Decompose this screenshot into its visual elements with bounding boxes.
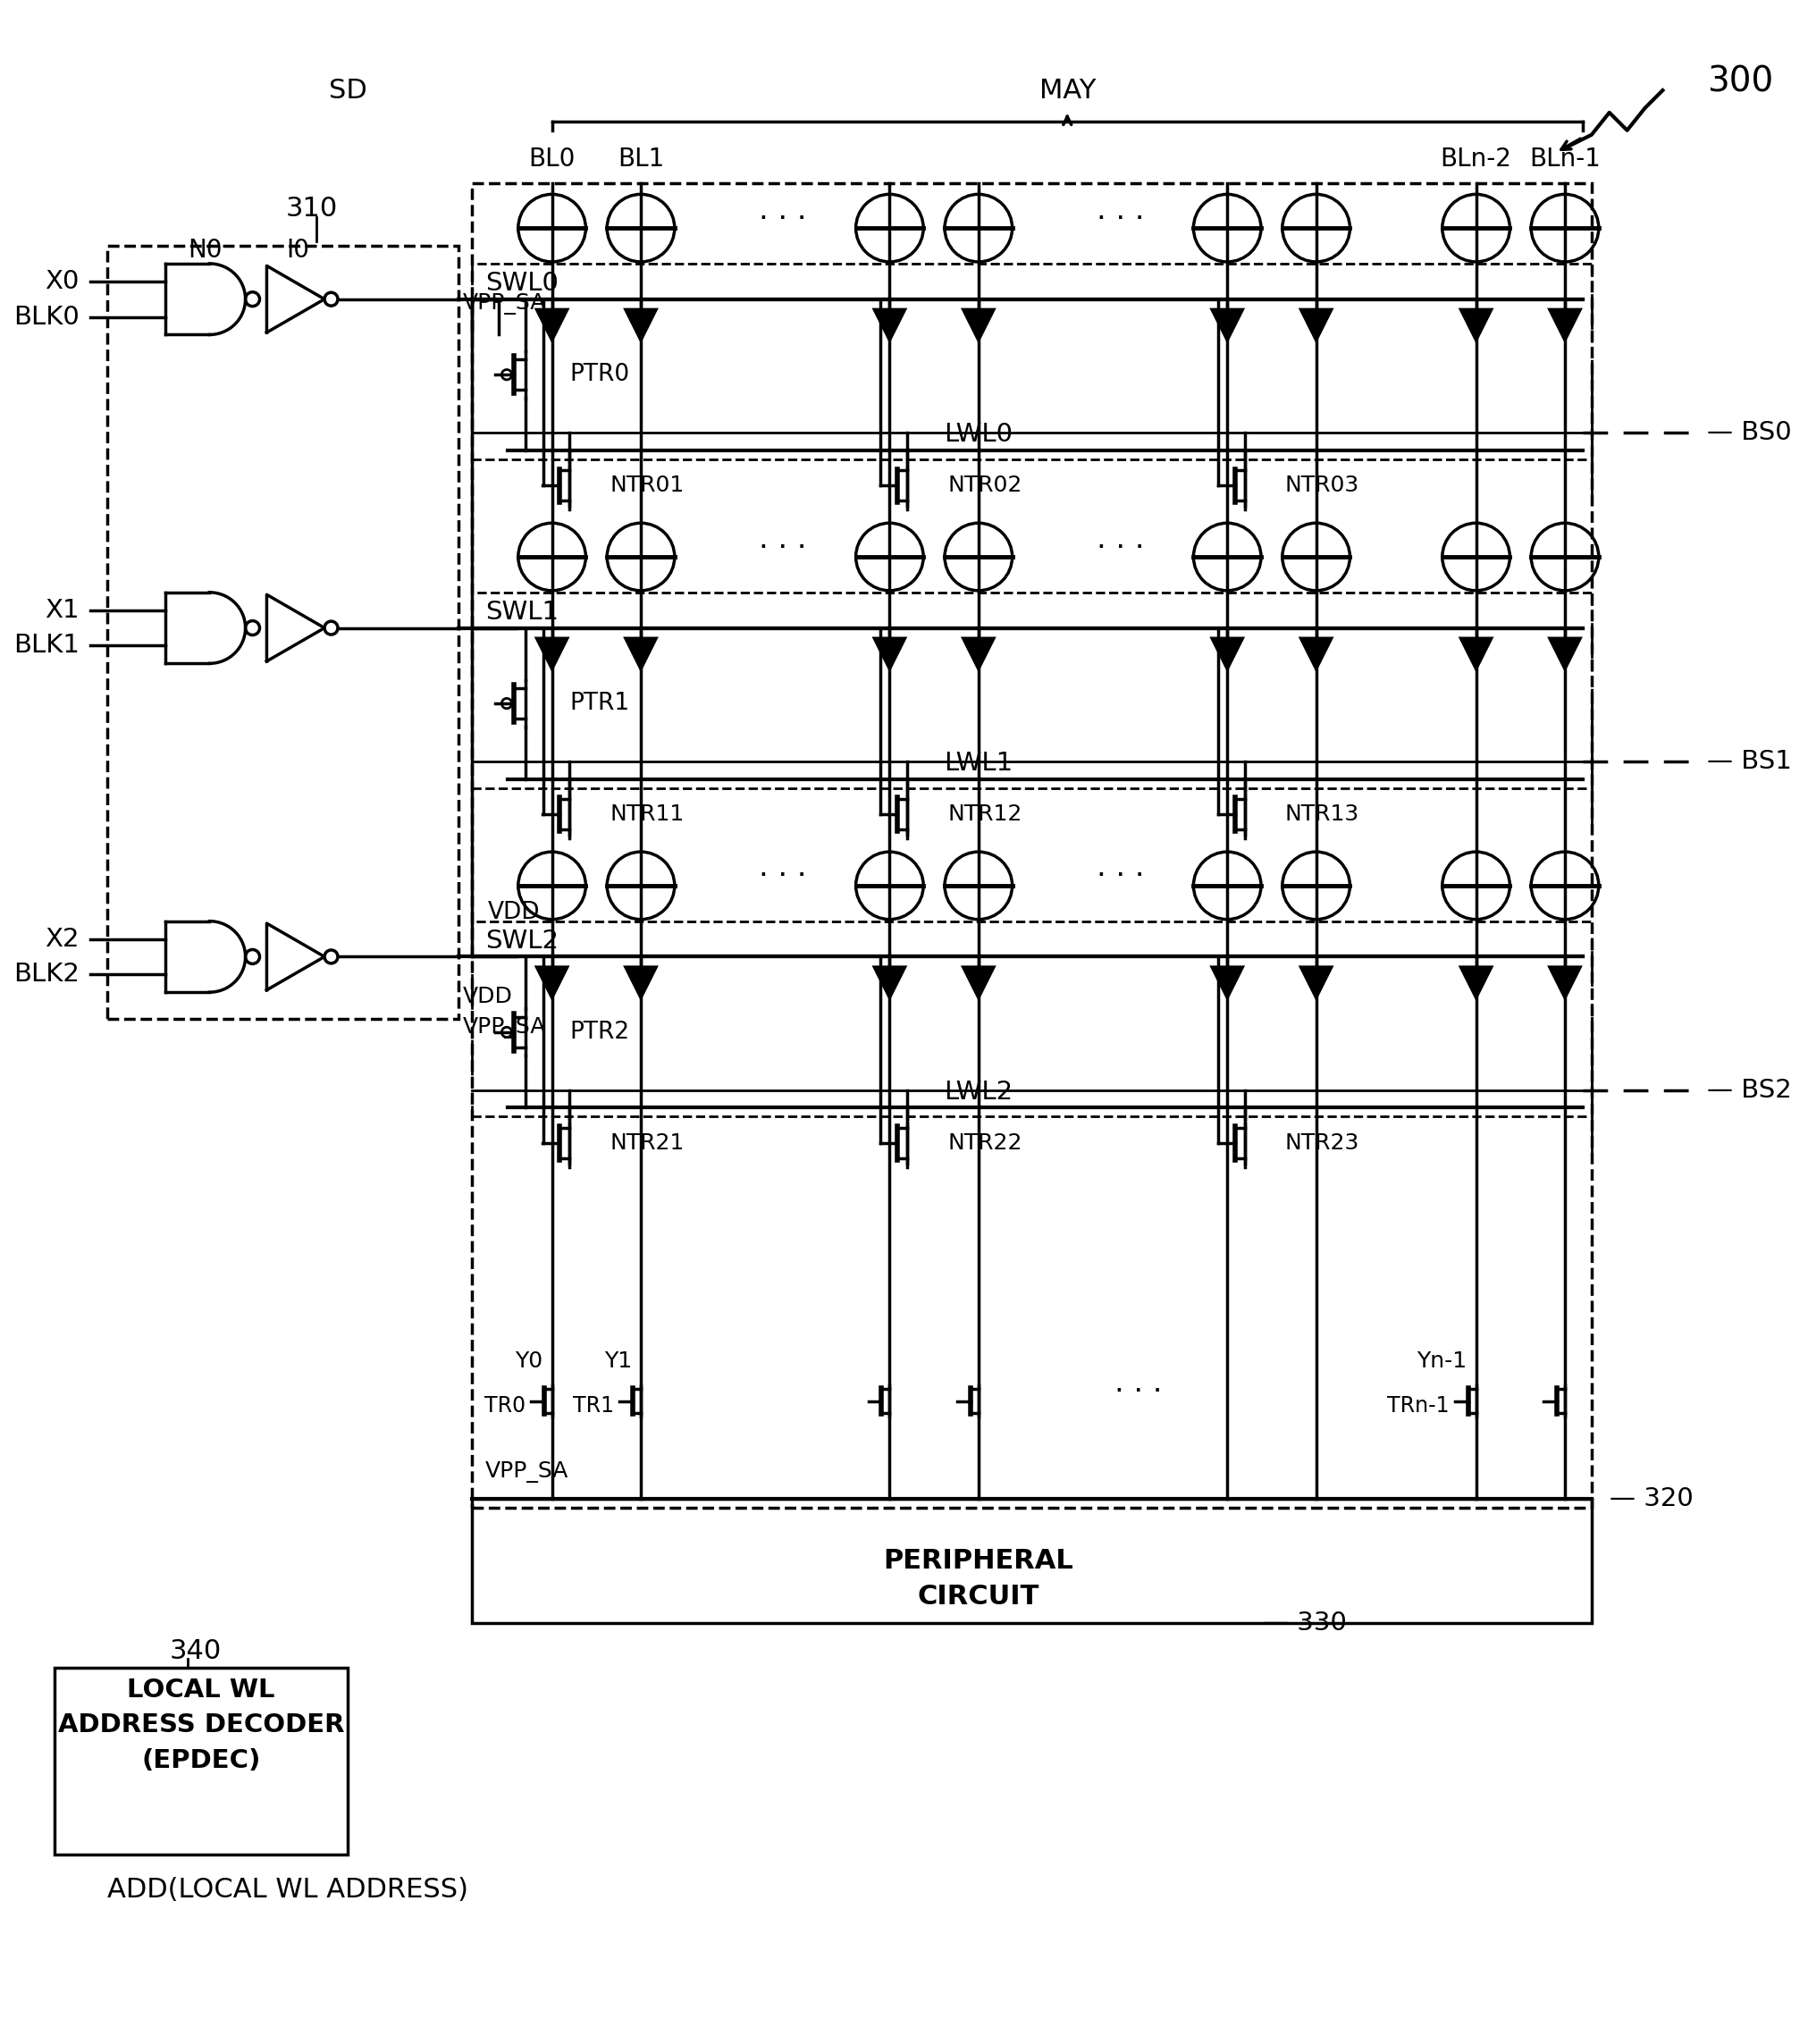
Polygon shape <box>871 965 908 1002</box>
Text: NTR23: NTR23 <box>1285 1132 1360 1155</box>
Text: SD: SD <box>329 78 367 104</box>
Polygon shape <box>1298 309 1334 343</box>
Text: BL1: BL1 <box>618 147 664 172</box>
Text: LWL2: LWL2 <box>944 1079 1012 1104</box>
Text: 300: 300 <box>1707 65 1774 98</box>
Text: · · ·: · · · <box>1097 863 1144 891</box>
Text: LOCAL WL: LOCAL WL <box>127 1678 275 1703</box>
Text: BLK2: BLK2 <box>13 963 80 987</box>
Text: VPP_SA: VPP_SA <box>485 1461 570 1482</box>
Text: I0: I0 <box>286 237 309 264</box>
Text: — BS2: — BS2 <box>1707 1077 1792 1102</box>
Text: NTR02: NTR02 <box>947 474 1022 497</box>
Polygon shape <box>624 309 658 343</box>
Polygon shape <box>1459 309 1493 343</box>
Text: X1: X1 <box>45 597 80 623</box>
Polygon shape <box>1298 965 1334 1002</box>
Polygon shape <box>1210 638 1246 672</box>
Text: BLn-1: BLn-1 <box>1530 147 1600 172</box>
Polygon shape <box>1459 965 1493 1002</box>
Text: (EPDEC): (EPDEC) <box>141 1748 260 1774</box>
Text: NTR12: NTR12 <box>947 803 1022 826</box>
Text: NTR03: NTR03 <box>1285 474 1360 497</box>
Text: BLK1: BLK1 <box>13 634 80 658</box>
Polygon shape <box>533 638 570 672</box>
Polygon shape <box>1210 965 1246 1002</box>
Text: NTR01: NTR01 <box>609 474 683 497</box>
Text: TR0: TR0 <box>485 1394 526 1416</box>
Text: NTR22: NTR22 <box>947 1132 1022 1155</box>
Text: · · ·: · · · <box>1097 204 1144 233</box>
Text: BLn-2: BLn-2 <box>1441 147 1511 172</box>
Text: X2: X2 <box>45 926 80 950</box>
Text: PTR2: PTR2 <box>570 1020 629 1044</box>
Polygon shape <box>960 309 996 343</box>
Text: Yn-1: Yn-1 <box>1417 1351 1466 1372</box>
Polygon shape <box>960 965 996 1002</box>
Text: VPP_SA: VPP_SA <box>463 1018 546 1038</box>
Text: LWL0: LWL0 <box>944 421 1012 448</box>
Polygon shape <box>624 638 658 672</box>
Polygon shape <box>871 309 908 343</box>
Text: 340: 340 <box>170 1639 222 1664</box>
Text: 310: 310 <box>286 196 338 221</box>
Text: ADD(LOCAL WL ADDRESS): ADD(LOCAL WL ADDRESS) <box>108 1876 468 1903</box>
Text: X0: X0 <box>45 270 80 294</box>
Text: SWL2: SWL2 <box>485 928 559 953</box>
Text: TR1: TR1 <box>573 1394 615 1416</box>
Polygon shape <box>1548 965 1582 1002</box>
Text: VDD: VDD <box>488 901 541 924</box>
Text: NTR21: NTR21 <box>609 1132 683 1155</box>
Text: Y1: Y1 <box>604 1351 633 1372</box>
Polygon shape <box>1459 638 1493 672</box>
Polygon shape <box>533 965 570 1002</box>
Text: N0: N0 <box>188 237 222 264</box>
Text: · · ·: · · · <box>759 533 806 562</box>
Text: PERIPHERAL: PERIPHERAL <box>884 1547 1074 1574</box>
Text: SWL1: SWL1 <box>485 599 559 623</box>
Polygon shape <box>1298 638 1334 672</box>
Text: ADDRESS DECODER: ADDRESS DECODER <box>58 1713 344 1737</box>
Text: — BS0: — BS0 <box>1707 419 1792 446</box>
Text: · · ·: · · · <box>759 863 806 891</box>
Text: · · ·: · · · <box>1097 533 1144 562</box>
Text: CIRCUIT: CIRCUIT <box>917 1584 1040 1609</box>
Text: NTR11: NTR11 <box>609 803 683 826</box>
Text: — 320: — 320 <box>1609 1486 1692 1511</box>
Polygon shape <box>1548 309 1582 343</box>
Text: Y0: Y0 <box>515 1351 542 1372</box>
Text: PTR0: PTR0 <box>570 364 629 386</box>
Text: · · ·: · · · <box>1114 1378 1163 1406</box>
Text: SWL0: SWL0 <box>485 270 559 296</box>
Text: PTR1: PTR1 <box>570 691 629 715</box>
Text: LWL1: LWL1 <box>944 750 1012 775</box>
Polygon shape <box>1210 309 1246 343</box>
Text: MAY: MAY <box>1040 78 1096 104</box>
Text: VDD: VDD <box>463 985 513 1008</box>
Text: NTR13: NTR13 <box>1285 803 1360 826</box>
Polygon shape <box>960 638 996 672</box>
Polygon shape <box>624 965 658 1002</box>
Text: — 330: — 330 <box>1262 1611 1347 1635</box>
Text: TRn-1: TRn-1 <box>1387 1394 1450 1416</box>
Text: VPP_SA: VPP_SA <box>463 292 546 315</box>
Text: BL0: BL0 <box>528 147 575 172</box>
Polygon shape <box>871 638 908 672</box>
Polygon shape <box>1548 638 1582 672</box>
Text: BLK0: BLK0 <box>13 305 80 329</box>
Polygon shape <box>533 309 570 343</box>
Text: — BS1: — BS1 <box>1707 748 1792 775</box>
Text: · · ·: · · · <box>759 204 806 233</box>
